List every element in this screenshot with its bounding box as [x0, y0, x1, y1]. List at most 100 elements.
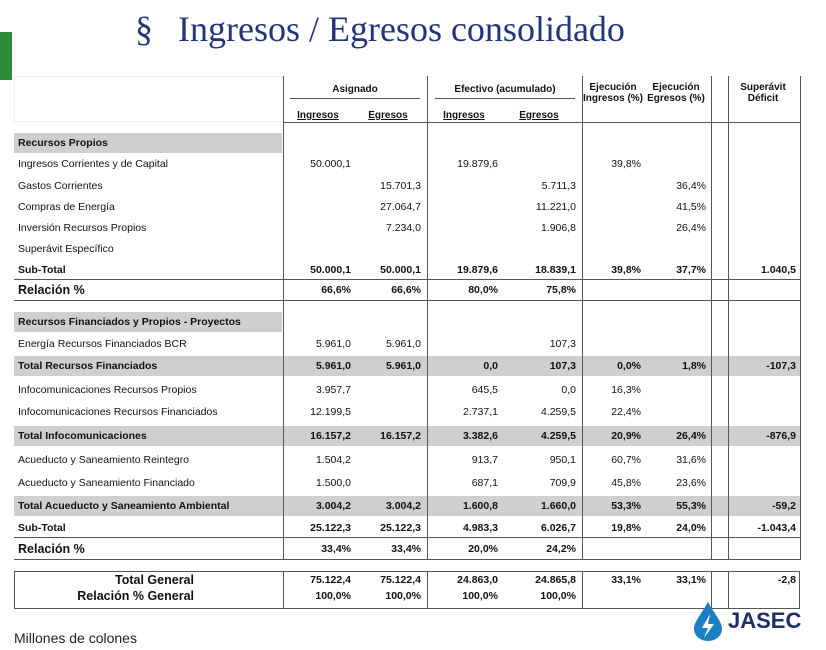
row-label: Acueducto y Saneamiento Financiado [18, 477, 195, 489]
cell-value: 1.040,5 [760, 264, 796, 276]
total-value: 75.122,4 [310, 574, 351, 586]
cell-value: 19.879,6 [457, 264, 498, 276]
logo-text: JASEC [728, 608, 802, 633]
cell-value: 645,5 [471, 384, 498, 396]
group-header: Efectivo (acumulado) [454, 84, 556, 95]
row-label: Total Recursos Financiados [18, 360, 158, 372]
column-rule [728, 571, 729, 609]
cell-value: -876,9 [766, 430, 796, 442]
column-rule [582, 76, 583, 560]
row-label: Sub-Total [18, 264, 66, 276]
row-label: Compras de Energía [18, 201, 115, 213]
row-rule [14, 279, 800, 280]
cell-value: 1.500,0 [315, 477, 351, 489]
cell-value: 11.221,0 [535, 201, 576, 213]
cell-value: 16.157,2 [310, 430, 351, 442]
cell-value: 33,4% [391, 543, 421, 555]
group-rule [290, 98, 420, 99]
cell-value: 36,4% [676, 180, 706, 192]
table-rule [14, 559, 800, 560]
cell-value: 20,9% [611, 430, 641, 442]
cell-value: 4.259,5 [540, 430, 576, 442]
row-label: Total Infocomunicaciones [18, 430, 147, 442]
total-value: 24.863,0 [457, 574, 498, 586]
subheader: Ingresos [297, 110, 339, 121]
footer-note: Millones de colones [14, 630, 137, 646]
cell-value: 27.064,7 [380, 201, 421, 213]
cell-value: 53,3% [611, 500, 641, 512]
cell-value: 950,1 [549, 454, 576, 466]
cell-value: 26,4% [676, 430, 706, 442]
total-band [14, 426, 800, 446]
total-band [14, 496, 800, 516]
total-value: 100,0% [385, 590, 421, 602]
cell-value: 4.259,5 [540, 406, 576, 418]
group-rule [435, 98, 575, 99]
cell-value: 1.600,8 [462, 500, 498, 512]
column-rule [283, 76, 284, 560]
total-box [14, 571, 800, 609]
cell-value: 24,2% [546, 543, 576, 555]
cell-value: -107,3 [766, 360, 796, 372]
total-value: -2,8 [777, 574, 796, 586]
cell-value: 55,3% [676, 500, 706, 512]
row-label: Ingresos Corrientes y de Capital [18, 158, 168, 170]
cell-value: 19,8% [611, 522, 641, 534]
group-header: Asignado [332, 84, 378, 95]
cell-value: 0,0 [483, 360, 498, 372]
cell-value: 45,8% [611, 477, 641, 489]
cell-value: 3.004,2 [315, 500, 351, 512]
cell-value: 4.983,3 [462, 522, 498, 534]
mask [14, 76, 284, 122]
cell-value: 80,0% [468, 284, 498, 296]
column-rule [711, 76, 712, 560]
cell-value: 23,6% [676, 477, 706, 489]
cell-value: 20,0% [468, 543, 498, 555]
row-label: Acueducto y Saneamiento Reintegro [18, 454, 190, 466]
cell-value: 107,3 [549, 360, 576, 372]
cell-value: 3.004,2 [385, 500, 421, 512]
total-label: Total General [115, 573, 194, 587]
cell-value: 37,7% [676, 264, 706, 276]
column-rule [800, 76, 801, 560]
row-label: Sub-Total [18, 522, 66, 534]
cell-value: 1,8% [682, 360, 706, 372]
subheader: Egresos [519, 110, 559, 121]
total-value: 33,1% [611, 574, 641, 586]
cell-value: 0,0% [617, 360, 641, 372]
column-rule [427, 76, 428, 560]
cell-value: 39,8% [611, 264, 641, 276]
total-label: Relación % General [77, 589, 194, 603]
cell-value: 16,3% [611, 384, 641, 396]
row-label: Infocomunicaciones Recursos Financiados [18, 406, 218, 418]
row-rule [14, 537, 800, 538]
total-value: 33,1% [676, 574, 706, 586]
cell-value: -59,2 [772, 500, 796, 512]
column-header: Ejecución Egresos (%) [647, 82, 705, 104]
row-label: Gastos Corrientes [18, 180, 103, 192]
cell-value: 7.234,0 [385, 222, 421, 234]
cell-value: 31,6% [676, 454, 706, 466]
cell-value: 26,4% [676, 222, 706, 234]
cell-value: 41,5% [676, 201, 706, 213]
cell-value: 5.961,0 [385, 360, 421, 372]
section-band [14, 133, 282, 153]
row-label: Infocomunicaciones Recursos Propios [18, 384, 197, 396]
cell-value: 1.660,0 [540, 500, 576, 512]
cell-value: 50.000,1 [310, 264, 351, 276]
cell-value: 3.382,6 [462, 430, 498, 442]
cell-value: 66,6% [391, 284, 421, 296]
cell-value: 15.701,3 [380, 180, 421, 192]
cell-value: 75,8% [546, 284, 576, 296]
row-label: Inversión Recursos Propios [18, 222, 147, 234]
row-label: Superávit Específico [18, 243, 114, 255]
cell-value: 19.879,6 [457, 158, 498, 170]
row-label: Energía Recursos Financiados BCR [18, 338, 187, 350]
logo-icon [694, 602, 722, 641]
cell-value: 66,6% [321, 284, 351, 296]
cell-value: 25.122,3 [380, 522, 421, 534]
total-value: 75.122,4 [380, 574, 421, 586]
total-band [14, 356, 800, 376]
cell-value: 0,0 [561, 384, 576, 396]
